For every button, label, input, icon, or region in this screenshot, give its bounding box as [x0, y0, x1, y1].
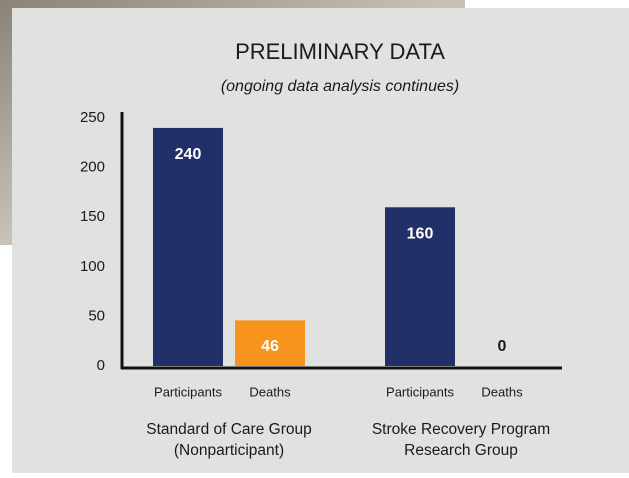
bar-label: Participants	[386, 384, 454, 399]
bar	[153, 128, 223, 366]
chart: PRELIMINARY DATA (ongoing data analysis …	[0, 0, 629, 473]
chart-subtitle: (ongoing data analysis continues)	[221, 78, 459, 95]
y-tick-label: 0	[97, 357, 105, 374]
y-tick-label: 250	[80, 109, 105, 126]
value-label: 160	[407, 225, 434, 242]
bar-label: Deaths	[249, 384, 291, 399]
group-label: (Nonparticipant)	[174, 442, 284, 459]
value-label: 240	[175, 146, 202, 163]
y-tick-label: 50	[88, 307, 105, 324]
y-tick-label: 200	[80, 159, 105, 176]
value-label: 46	[261, 338, 279, 355]
group-label: Research Group	[404, 442, 518, 459]
value-label: 0	[498, 338, 507, 355]
chart-title: PRELIMINARY DATA	[235, 39, 445, 64]
bar-label: Deaths	[481, 384, 523, 399]
group-label: Stroke Recovery Program	[372, 421, 550, 438]
bar-label: Participants	[154, 384, 222, 399]
page: {"chart_data": {"type": "bar", "title": …	[0, 0, 629, 473]
y-tick-label: 150	[80, 208, 105, 225]
group-label: Standard of Care Group	[146, 421, 311, 438]
y-tick-label: 100	[80, 258, 105, 275]
